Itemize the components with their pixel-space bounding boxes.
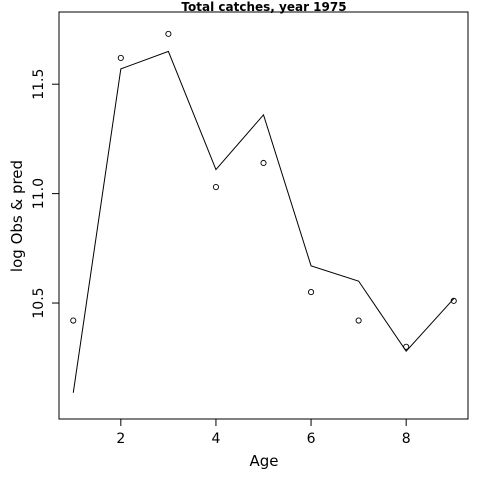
predicted-line-series bbox=[72, 50, 455, 393]
observed-points-series bbox=[70, 30, 457, 350]
y-axis-label: log Obs & pred bbox=[8, 160, 26, 272]
observed-point bbox=[117, 54, 124, 62]
y-tick-label: 11.5 bbox=[31, 69, 47, 100]
predicted-line bbox=[72, 50, 455, 393]
x-axis-label: Age bbox=[249, 452, 278, 470]
chart-title: Total catches, year 1975 bbox=[181, 0, 346, 14]
observed-point bbox=[260, 159, 267, 167]
x-axis: 2 4 6 8 bbox=[116, 418, 411, 447]
y-tick-label: 11.0 bbox=[31, 178, 47, 209]
x-tick-label: 2 bbox=[116, 431, 125, 447]
y-axis: 10.5 11.0 11.5 bbox=[31, 69, 60, 319]
observed-point bbox=[355, 317, 362, 324]
observed-point bbox=[70, 317, 77, 324]
observed-point bbox=[450, 297, 457, 304]
observed-point bbox=[308, 289, 315, 296]
observed-point bbox=[403, 343, 410, 350]
x-tick-label: 4 bbox=[211, 431, 220, 447]
x-tick-label: 8 bbox=[402, 431, 411, 447]
observed-point bbox=[165, 30, 172, 37]
y-tick-label: 10.5 bbox=[31, 287, 47, 318]
x-tick-label: 6 bbox=[307, 431, 316, 447]
observed-point bbox=[212, 184, 219, 191]
